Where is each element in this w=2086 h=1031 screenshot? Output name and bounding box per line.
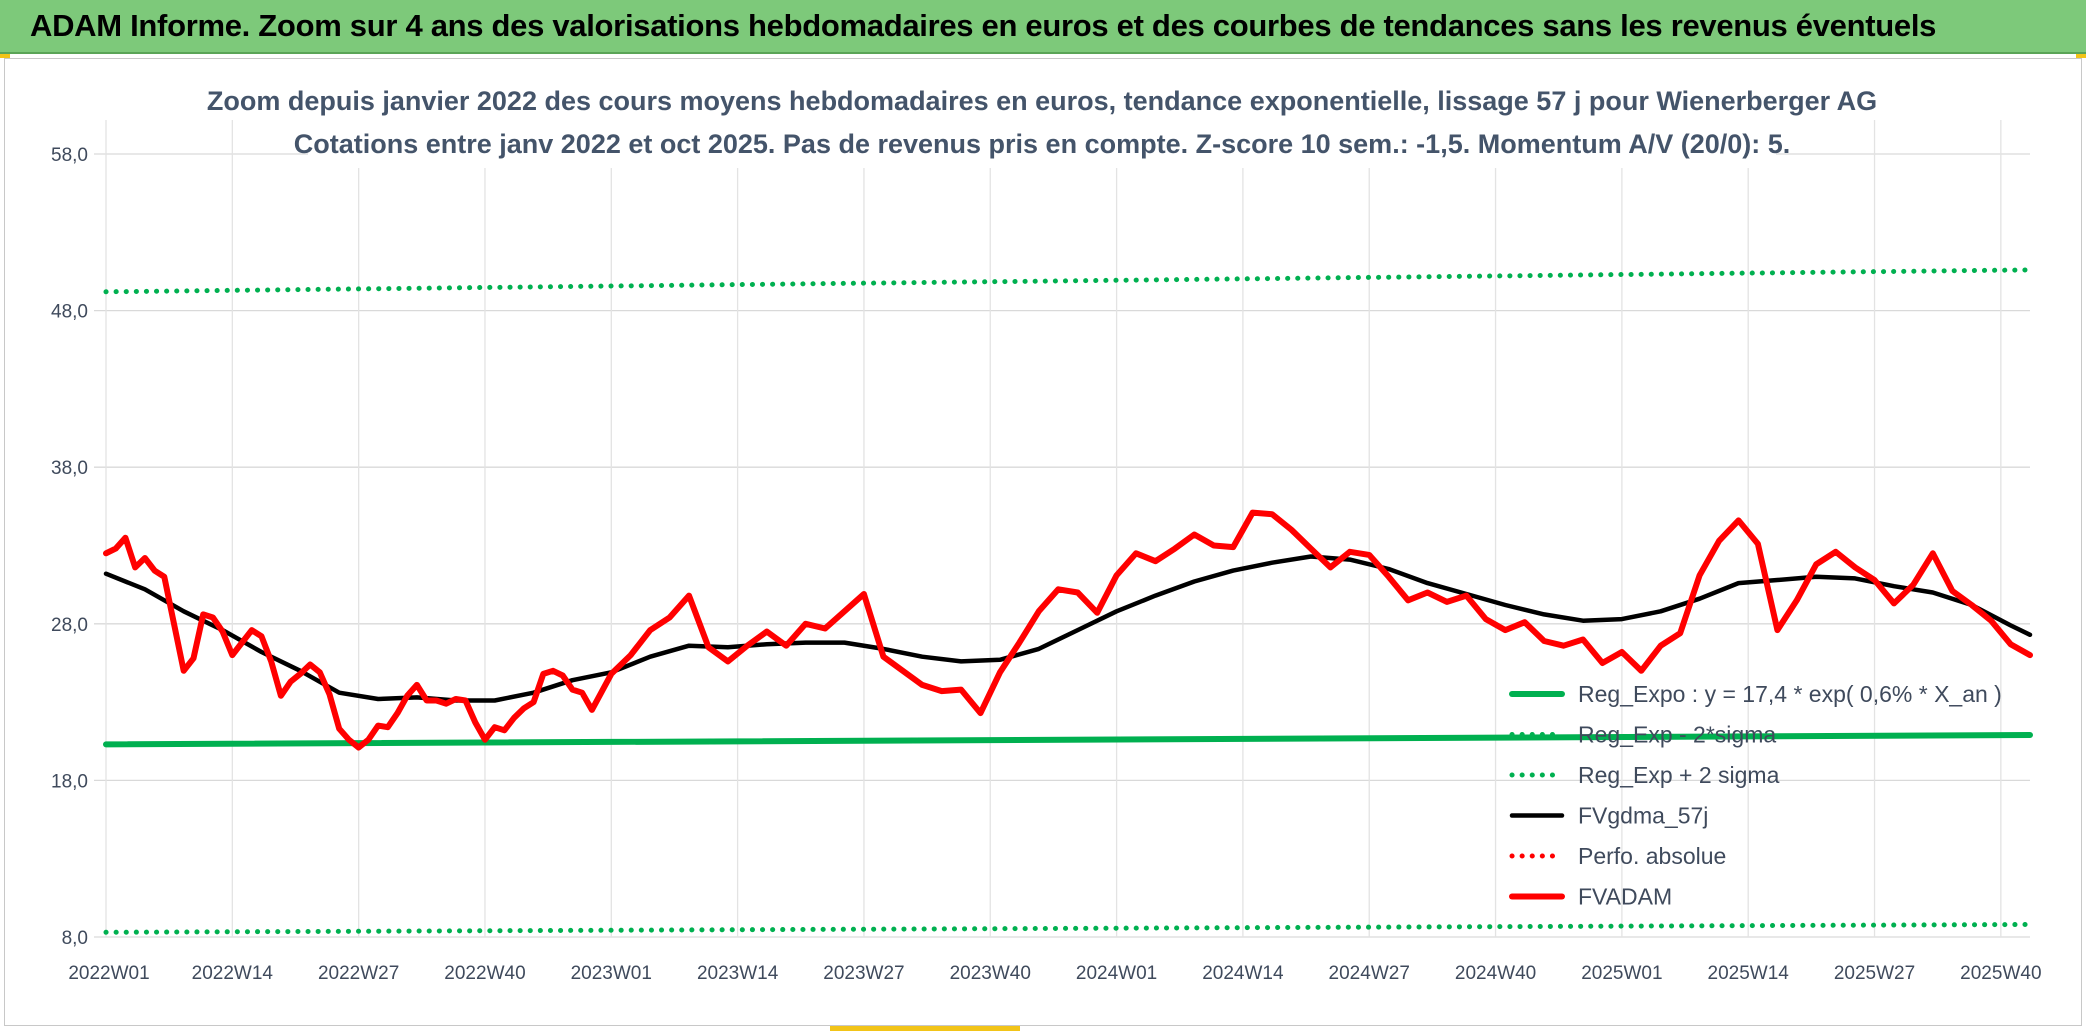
legend-label-reg-exp-2-sigma: Reg_Exp + 2 sigma (1578, 762, 1780, 788)
series-line-reg-exp-2-sigma (103, 922, 2033, 935)
bottom-accent-bar (830, 1026, 1020, 1031)
y-tick-label: 58,0 (51, 145, 88, 166)
y-tick-label: 48,0 (51, 302, 88, 323)
corner-accent-right (2076, 54, 2086, 58)
x-tick-label: 2024W01 (1076, 963, 1157, 984)
series-line-fvgdma-57j (103, 554, 2033, 703)
series-line-reg-expo-y-17-4-exp-0-6-x-an (103, 732, 2033, 748)
legend-label-perfo-absolue: Perfo. absolue (1578, 843, 1726, 869)
y-axis-labels: 58,0 48,0 38,0 28,0 18,0 8,0 (51, 145, 88, 949)
report-banner: ADAM Informe. Zoom sur 4 ans des valoris… (0, 0, 2086, 54)
x-tick-label: 2024W40 (1455, 963, 1536, 984)
x-tick-label: 2022W01 (68, 963, 149, 984)
x-tick-label: 2024W14 (1202, 963, 1284, 984)
x-tick-label: 2025W14 (1708, 963, 1790, 984)
report-title: ADAM Informe. Zoom sur 4 ans des valoris… (30, 8, 1937, 43)
series-line-reg-exp-2-sigma (103, 267, 2033, 295)
x-axis-labels: 2022W01 2022W14 2022W27 2022W40 2023W01 2023W… (68, 963, 2041, 984)
chart-title: Zoom depuis janvier 2022 des cours moyen… (207, 86, 1877, 116)
chart-subtitle: Cotations entre janv 2022 et oct 2025. P… (294, 129, 1791, 159)
x-tick-label: 2022W27 (318, 963, 399, 984)
x-tick-label: 2023W40 (950, 963, 1031, 984)
y-tick-label: 38,0 (51, 458, 88, 479)
x-tick-label: 2022W14 (192, 963, 274, 984)
legend: Reg_Expo : y = 17,4 * exp( 0,6% * X_an )… (1509, 681, 2002, 910)
legend-label-fvadam: FVADAM (1578, 884, 1672, 910)
y-tick-label: 18,0 (51, 771, 88, 792)
x-tick-label: 2022W40 (444, 963, 525, 984)
title-backdrop (308, 80, 1776, 168)
y-tick-label: 28,0 (51, 615, 88, 636)
corner-accent-left (0, 54, 10, 58)
legend-label-reg-exp-2-sigma: Reg_Exp - 2*sigma (1578, 722, 1776, 748)
x-tick-label: 2025W01 (1581, 963, 1662, 984)
series-layer (103, 267, 2033, 935)
x-tick-label: 2023W01 (571, 963, 652, 984)
legend-label-reg-expo-y-17-4-exp-0-6-x-an: Reg_Expo : y = 17,4 * exp( 0,6% * X_an ) (1578, 681, 2002, 707)
x-tick-label: 2025W40 (1960, 963, 2041, 984)
x-tick-label: 2023W14 (697, 963, 779, 984)
series-line-fvadam (103, 509, 2033, 751)
x-tick-label: 2025W27 (1834, 963, 1915, 984)
y-tick-label: 8,0 (62, 928, 88, 949)
x-tick-label: 2024W27 (1329, 963, 1410, 984)
x-tick-label: 2023W27 (823, 963, 904, 984)
chart-frame (4, 58, 2082, 1026)
grid-layer (94, 120, 2030, 938)
legend-label-fvgdma-57j: FVgdma_57j (1578, 803, 1708, 829)
